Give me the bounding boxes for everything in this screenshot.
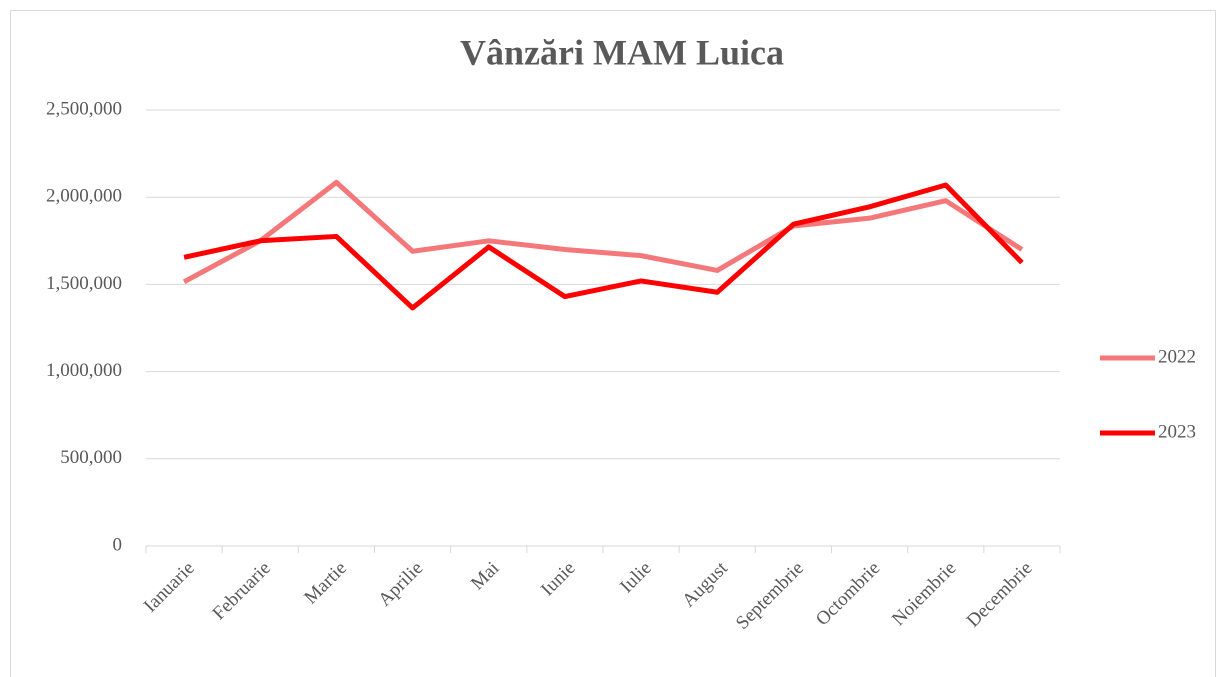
y-tick-label: 500,000 <box>60 447 122 468</box>
series-line <box>183 182 1024 311</box>
y-tick-label: 0 <box>113 534 123 555</box>
legend-label: 2022 <box>1158 346 1196 367</box>
chart-border <box>10 10 1216 677</box>
series-line <box>182 179 1024 284</box>
chart-title: Vânzări MAM Luica <box>460 32 784 72</box>
legend-label: 2023 <box>1158 421 1196 442</box>
y-tick-label: 1,500,000 <box>46 273 122 294</box>
y-tick-label: 1,000,000 <box>46 360 122 381</box>
y-tick-label: 2,000,000 <box>46 186 122 207</box>
y-tick-label: 2,500,000 <box>46 98 122 119</box>
